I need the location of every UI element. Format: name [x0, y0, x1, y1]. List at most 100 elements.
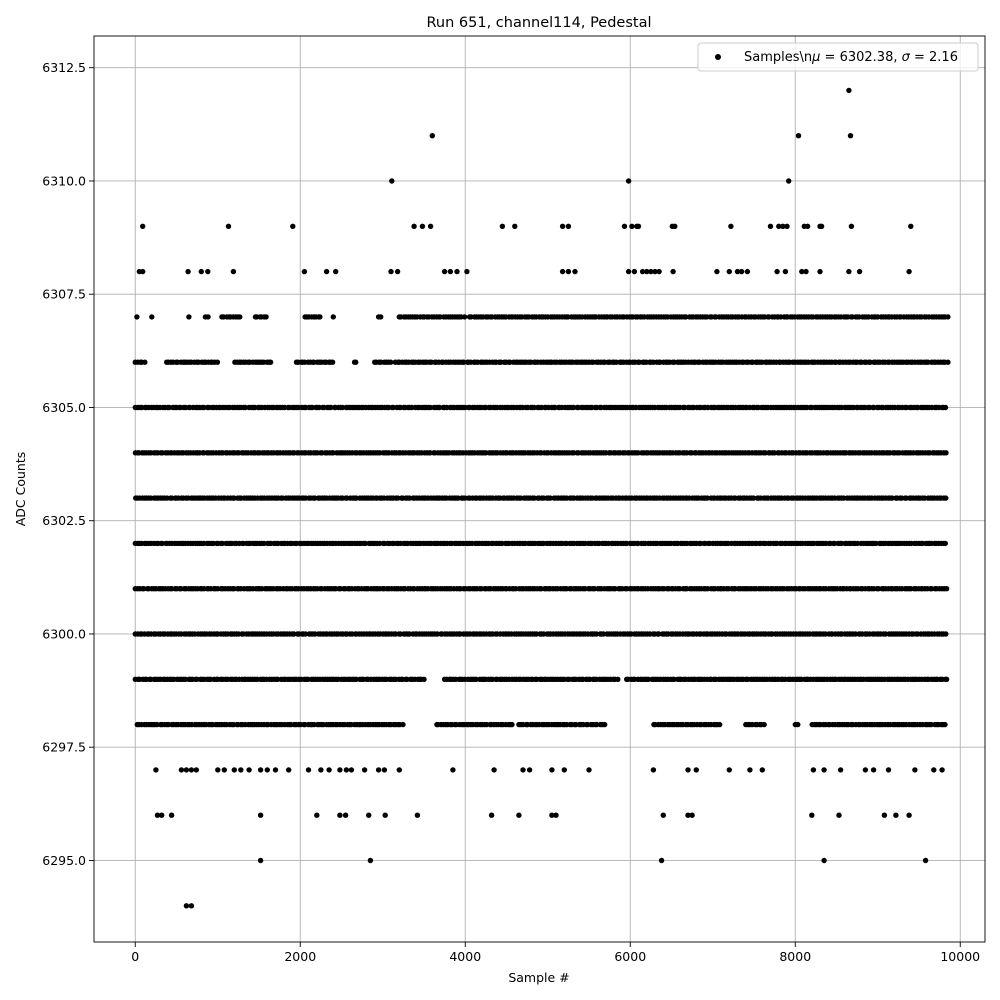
data-point: [786, 178, 792, 184]
x-tick-label: 0: [131, 949, 139, 964]
data-point: [862, 767, 869, 773]
data-point: [140, 268, 146, 275]
legend-sigma-value: = 2.16: [910, 50, 958, 65]
data-point: [159, 812, 165, 818]
data-point: [411, 223, 417, 229]
data-point: [795, 721, 801, 728]
data-point: [520, 767, 526, 773]
data-point: [526, 767, 533, 773]
data-point: [945, 359, 951, 365]
data-point: [726, 268, 732, 275]
y-tick-label: 6295.0: [42, 853, 86, 868]
data-point: [205, 314, 211, 320]
data-point: [615, 676, 621, 682]
data-point: [885, 767, 892, 773]
data-point: [922, 857, 929, 864]
data-point: [330, 314, 336, 320]
x-axis-label: Sample #: [508, 970, 569, 985]
y-tick-label: 6300.0: [42, 626, 86, 641]
data-point: [509, 721, 515, 728]
data-point: [660, 812, 666, 818]
legend-sigma-symbol: σ: [902, 50, 911, 65]
data-point: [782, 268, 789, 275]
data-point: [559, 223, 566, 229]
data-point: [625, 268, 632, 275]
data-point: [149, 314, 155, 320]
data-point: [928, 721, 934, 728]
y-tick-label: 6310.0: [42, 173, 86, 188]
data-point: [154, 812, 161, 818]
data-point: [553, 812, 559, 818]
y-tick-label: 6297.5: [42, 740, 86, 755]
legend-entry: Samples\nμ = 6302.38, σ = 2.16: [744, 50, 958, 65]
data-point: [225, 223, 232, 229]
data-point: [290, 223, 296, 229]
data-point: [193, 767, 199, 773]
data-point: [942, 404, 949, 411]
data-points: [132, 87, 951, 909]
legend-mu-symbol: μ: [811, 50, 820, 65]
data-point: [342, 812, 349, 818]
data-point: [549, 767, 555, 773]
data-point: [672, 223, 678, 229]
x-tick-label: 10000: [940, 949, 980, 964]
data-point: [375, 767, 382, 773]
x-tick-label: 6000: [614, 949, 646, 964]
x-tick-label: 4000: [449, 949, 481, 964]
data-point: [776, 223, 782, 229]
data-point: [744, 268, 751, 275]
data-point: [821, 767, 827, 773]
data-point: [272, 767, 279, 773]
data-point: [427, 223, 434, 229]
data-point: [942, 540, 948, 547]
data-point: [343, 767, 350, 773]
data-point: [594, 721, 600, 728]
plot-frame: [93, 35, 986, 943]
data-point: [188, 767, 195, 773]
data-point: [717, 721, 723, 728]
data-point: [263, 314, 269, 320]
data-point: [943, 631, 949, 637]
data-point: [803, 268, 809, 275]
data-point: [810, 767, 817, 773]
data-point: [389, 178, 395, 184]
data-point: [734, 268, 741, 275]
data-point: [168, 812, 175, 818]
data-point: [512, 223, 518, 229]
data-point: [906, 268, 912, 275]
legend: Samples\nμ = 6302.38, σ = 2.16: [697, 42, 979, 72]
data-point: [704, 495, 711, 501]
y-tick-label: 6302.5: [42, 513, 86, 528]
data-point: [817, 268, 823, 275]
data-point: [421, 676, 427, 682]
data-point: [565, 268, 572, 275]
data-point: [394, 268, 401, 275]
data-point: [329, 359, 336, 365]
data-point: [186, 314, 192, 320]
data-point: [621, 223, 628, 229]
data-point: [353, 359, 359, 365]
data-point: [301, 268, 308, 275]
data-point: [286, 767, 292, 773]
data-point: [367, 857, 374, 864]
data-point: [231, 767, 237, 773]
data-point: [644, 268, 650, 275]
data-point: [454, 268, 460, 275]
data-point: [257, 812, 264, 818]
x-tick-label: 2000: [284, 949, 316, 964]
y-tick-label: 6312.5: [42, 60, 86, 75]
data-point: [856, 268, 863, 275]
data-point: [645, 676, 652, 682]
data-point: [767, 223, 774, 229]
data-point: [499, 223, 506, 229]
data-point: [178, 767, 185, 773]
data-point: [323, 268, 330, 275]
y-tick-label: 6305.0: [42, 400, 86, 415]
data-point: [366, 812, 372, 818]
data-point: [414, 812, 421, 818]
data-point: [889, 495, 895, 501]
data-point: [747, 767, 753, 773]
data-point: [214, 359, 221, 365]
data-point: [635, 223, 642, 229]
